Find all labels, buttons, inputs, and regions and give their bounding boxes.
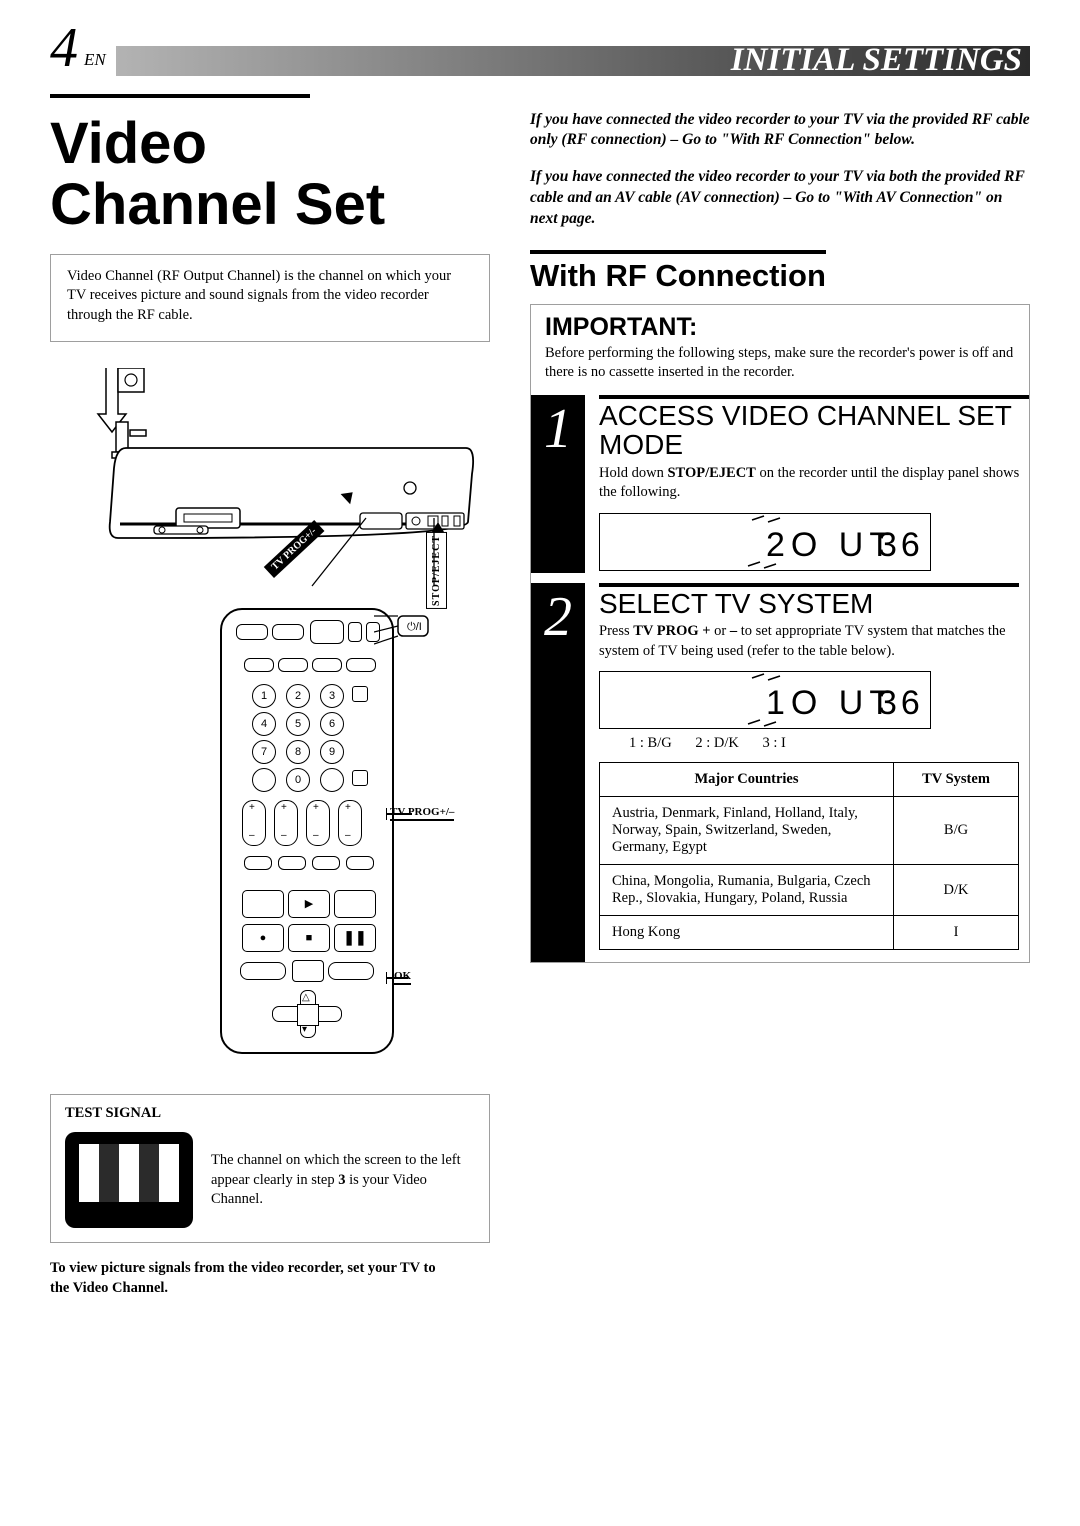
page-number: 4	[50, 20, 78, 76]
test-signal-screen-icon	[65, 1132, 193, 1228]
system-cell: D/K	[894, 865, 1019, 916]
left-column: VideoChannel Set Video Channel (RF Outpu…	[50, 94, 490, 1299]
tv-system-codes: 1 : B/G 2 : D/K 3 : I	[599, 735, 1019, 752]
label-ok-right: OK	[394, 970, 411, 985]
step-1-number-cell: 1	[531, 395, 585, 573]
test-signal-heading: TEST SIGNAL	[65, 1105, 475, 1122]
col-countries: Major Countries	[600, 763, 894, 797]
with-rf-title: With RF Connection	[530, 250, 826, 294]
footer-note: To view picture signals from the video r…	[50, 1259, 450, 1298]
countries-cell: Hong Kong	[600, 916, 894, 950]
svg-text:1O UT: 1O UT	[766, 684, 896, 722]
important-label: IMPORTANT:	[545, 313, 1015, 342]
step-1-display-icon: 2O UT 36	[599, 513, 931, 571]
header-gradient-bar: INITIAL SETTINGS	[116, 46, 1030, 76]
vcr-illustration: TV PROG+/- STOP/EJECT	[50, 368, 490, 1058]
code-1: 1 : B/G	[629, 735, 672, 751]
page-header: 4 EN INITIAL SETTINGS	[50, 30, 1030, 76]
step-2-title: SELECT TV SYSTEM	[599, 583, 1019, 618]
svg-text:36: 36	[878, 684, 924, 722]
svg-text:36: 36	[878, 526, 924, 564]
step-1-title: ACCESS VIDEO CHANNEL SET MODE	[599, 395, 1029, 460]
label-stop-eject-vert: STOP/EJECT	[426, 532, 447, 609]
step-2: 2 SELECT TV SYSTEM Press TV PROG + or – …	[531, 583, 1029, 963]
main-content: VideoChannel Set Video Channel (RF Outpu…	[50, 94, 1030, 1299]
table-row: Hong Kong I	[600, 916, 1019, 950]
section-title: INITIAL SETTINGS	[731, 42, 1022, 79]
right-intro-1: If you have connected the video recorder…	[530, 110, 1030, 152]
important-box: IMPORTANT: Before performing the followi…	[530, 304, 1030, 964]
main-title: VideoChannel Set	[50, 114, 490, 236]
right-column: If you have connected the video recorder…	[530, 94, 1030, 1299]
table-row: China, Mongolia, Rumania, Bulgaria, Czec…	[600, 865, 1019, 916]
countries-cell: China, Mongolia, Rumania, Bulgaria, Czec…	[600, 865, 894, 916]
test-signal-box: TEST SIGNAL The channel on which the scr…	[50, 1094, 490, 1243]
step-1: 1 ACCESS VIDEO CHANNEL SET MODE Hold dow…	[531, 395, 1029, 573]
system-cell: B/G	[894, 797, 1019, 865]
table-header-row: Major Countries TV System	[600, 763, 1019, 797]
step-2-para: Press TV PROG + or – to set appropriate …	[599, 622, 1019, 661]
intro-text: Video Channel (RF Output Channel) is the…	[67, 268, 451, 323]
step-1-number: 1	[531, 401, 585, 457]
label-tv-prog-right: TV PROG+/–	[390, 806, 454, 821]
col-system: TV System	[894, 763, 1019, 797]
remote-power-zoom-icon: ⏻/I	[374, 614, 434, 674]
system-cell: I	[894, 916, 1019, 950]
important-text: Before performing the following steps, m…	[545, 344, 1015, 383]
svg-text:⏻/I: ⏻/I	[407, 621, 422, 633]
remote-control-icon: 1 2 3 4 5 6 7 8 9 0	[220, 608, 394, 1054]
test-signal-note: The channel on which the screen to the l…	[211, 1151, 475, 1210]
code-2: 2 : D/K	[695, 735, 739, 751]
tv-system-table: Major Countries TV System Austria, Denma…	[599, 762, 1019, 950]
intro-box: Video Channel (RF Output Channel) is the…	[50, 254, 490, 343]
step-2-number-cell: 2	[531, 583, 585, 963]
page-lang-suffix: EN	[84, 50, 106, 70]
main-title-rule	[50, 94, 310, 102]
step-2-display-icon: 1O UT 36	[599, 671, 931, 729]
step-1-para: Hold down STOP/EJECT on the recorder unt…	[599, 464, 1029, 503]
table-row: Austria, Denmark, Finland, Holland, Ital…	[600, 797, 1019, 865]
step-2-number: 2	[531, 589, 585, 645]
countries-cell: Austria, Denmark, Finland, Holland, Ital…	[600, 797, 894, 865]
svg-text:2O UT: 2O UT	[766, 526, 896, 564]
right-intro-2: If you have connected the video recorder…	[530, 167, 1030, 230]
code-3: 3 : I	[762, 735, 785, 751]
